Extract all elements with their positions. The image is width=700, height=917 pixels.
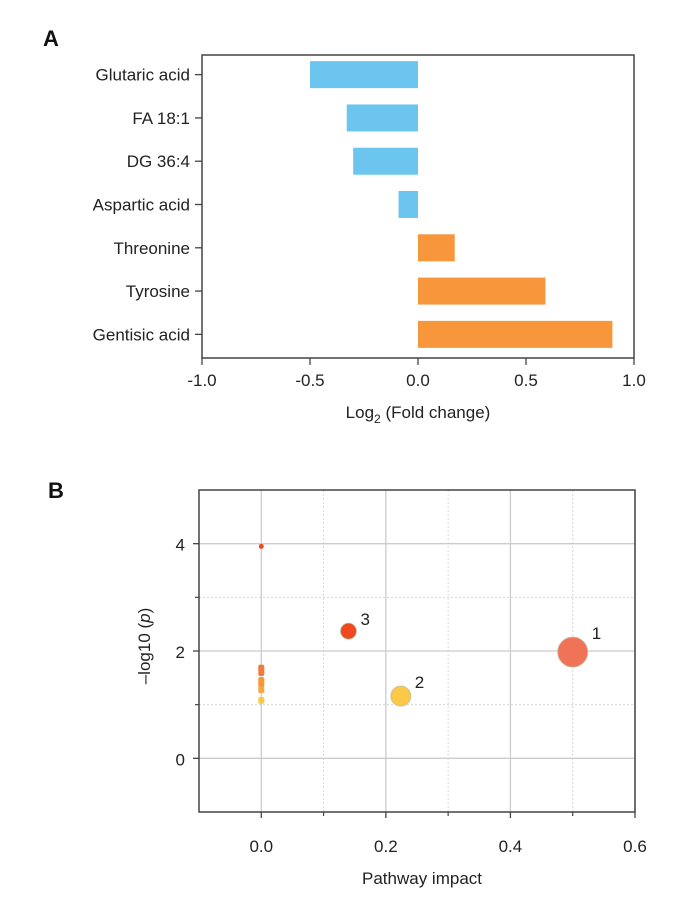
data-point — [258, 686, 265, 694]
x-tick-label: -0.5 — [295, 371, 324, 390]
x-tick-label: 0.5 — [514, 371, 538, 390]
y-tick-label: Gentisic acid — [93, 325, 190, 344]
x-tick-label: -1.0 — [187, 371, 216, 390]
point-label-2: 2 — [415, 673, 424, 692]
data-point-2 — [390, 685, 412, 707]
bar-chart-panel-a: Glutaric acid FA 18:1 DG 36:4 Aspartic acid… — [93, 54, 646, 426]
y-tick-label: 4 — [176, 536, 185, 555]
y-tick-label: Glutaric acid — [96, 66, 190, 85]
data-point-3 — [340, 622, 357, 640]
y-axis-title: –log10 (p) — [135, 608, 154, 685]
bar-aspartic-acid — [398, 191, 418, 218]
data-point-1 — [557, 636, 589, 668]
point-label-1: 1 — [592, 624, 601, 643]
data-point — [258, 668, 265, 676]
x-tick-label: 0.0 — [249, 837, 273, 856]
bar-fa-18-1 — [346, 104, 418, 132]
bar-tyrosine — [418, 277, 546, 305]
y-tick-label: 0 — [176, 750, 185, 769]
y-tick-label: Threonine — [113, 239, 190, 258]
bar-gentisic-acid — [418, 320, 613, 348]
y-tick-label: 2 — [176, 643, 185, 662]
x-axis-title: Pathway impact — [362, 869, 482, 888]
x-tick-label: 0.4 — [499, 837, 523, 856]
data-point — [258, 543, 264, 549]
point-label-3: 3 — [360, 610, 369, 629]
bar-glutaric-acid — [310, 61, 418, 89]
y-tick-label: DG 36:4 — [127, 152, 190, 171]
x-tick-label: 1.0 — [622, 371, 646, 390]
y-tick-label: Aspartic acid — [93, 196, 190, 215]
x-tick-label: 0.6 — [623, 837, 647, 856]
data-point — [258, 696, 265, 704]
x-axis-title: Log2 (Fold change) — [346, 403, 491, 426]
x-tick-label: 0.2 — [374, 837, 398, 856]
bar-dg-36-4 — [353, 147, 418, 175]
panel-a-label: A — [43, 26, 59, 51]
data-point — [258, 680, 265, 688]
panel-b-label: B — [48, 478, 64, 503]
x-tick-label: 0.0 — [406, 371, 430, 390]
scatter-chart-panel-b: 1 2 3 0.0 0.2 0.4 0.6 0 2 4 Pathway impact –log10 (… — [135, 489, 647, 888]
y-tick-label: Tyrosine — [126, 282, 190, 301]
bar-threonine — [418, 234, 455, 262]
y-tick-label: FA 18:1 — [132, 109, 190, 128]
